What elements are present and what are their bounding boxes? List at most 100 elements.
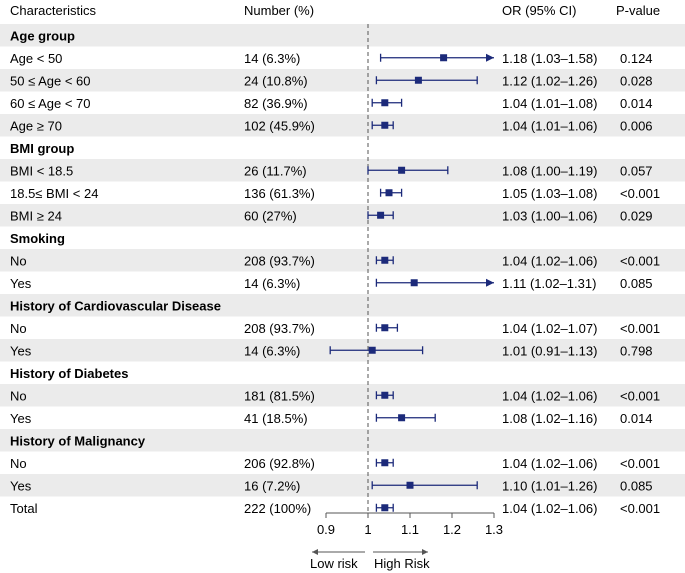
group-label: Age group xyxy=(10,28,75,43)
group-label: History of Diabetes xyxy=(10,366,128,381)
row-number: 26 (11.7%) xyxy=(244,163,307,178)
row-stripe xyxy=(0,384,685,407)
row-number: 206 (92.8%) xyxy=(244,456,315,471)
table-row: Yes 14 (6.3%) 1.11 (1.02–1.31) 0.085 xyxy=(10,276,653,291)
risk-labels: Low risk High Risk xyxy=(310,549,430,571)
header-pvalue: P-value xyxy=(616,3,660,18)
or-point xyxy=(368,346,376,354)
table-row: Yes 14 (6.3%) 1.01 (0.91–1.13) 0.798 xyxy=(10,343,653,358)
table-row: Age ≥ 70 102 (45.9%) 1.04 (1.01–1.06) 0.006 xyxy=(10,118,653,133)
low-risk-label: Low risk xyxy=(310,556,358,571)
high-risk-arrowhead xyxy=(422,549,428,555)
or-point xyxy=(381,391,389,399)
x-axis: 0.9 1 1.1 1.2 1.3 xyxy=(317,512,503,537)
group-label: History of Cardiovascular Disease xyxy=(10,298,221,313)
row-number: 136 (61.3%) xyxy=(244,186,315,201)
table-row: Yes 16 (7.2%) 1.10 (1.01–1.26) 0.085 xyxy=(10,478,653,493)
table-row: BMI ≥ 24 60 (27%) 1.03 (1.00–1.06) 0.029 xyxy=(10,208,653,223)
row-or-ci: 1.04 (1.01–1.06) xyxy=(502,118,597,133)
table-header: Characteristics Number (%) OR (95% CI) P… xyxy=(10,3,660,18)
row-number: 60 (27%) xyxy=(244,208,297,223)
row-stripe xyxy=(0,159,685,182)
or-point xyxy=(381,256,389,264)
table-row: 50 ≤ Age < 60 24 (10.8%) 1.12 (1.02–1.26) 0… xyxy=(10,73,653,88)
row-number: 16 (7.2%) xyxy=(244,478,300,493)
row-label: 18.5≤ BMI < 24 xyxy=(10,186,98,201)
x-tick-label: 1.1 xyxy=(401,522,419,537)
x-tick-label: 1 xyxy=(364,522,371,537)
row-label: 50 ≤ Age < 60 xyxy=(10,73,91,88)
row-number: 24 (10.8%) xyxy=(244,73,308,88)
row-number: 82 (36.9%) xyxy=(244,96,308,111)
or-point xyxy=(381,504,389,512)
row-stripe xyxy=(0,69,685,92)
table-row: 60 ≤ Age < 70 82 (36.9%) 1.04 (1.01–1.08) 0… xyxy=(10,96,653,111)
row-or-ci: 1.04 (1.02–1.06) xyxy=(502,456,597,471)
or-point xyxy=(377,211,385,219)
row-number: 102 (45.9%) xyxy=(244,118,315,133)
row-or-ci: 1.18 (1.03–1.58) xyxy=(502,51,597,66)
or-point xyxy=(406,481,414,489)
or-point xyxy=(398,166,406,174)
row-pvalue: 0.014 xyxy=(620,411,653,426)
row-or-ci: 1.11 (1.02–1.31) xyxy=(502,276,596,291)
row-label: No xyxy=(10,388,27,403)
row-number: 14 (6.3%) xyxy=(244,343,300,358)
or-point xyxy=(381,121,389,129)
row-or-ci: 1.04 (1.01–1.08) xyxy=(502,96,597,111)
or-point xyxy=(414,76,422,84)
group-label: BMI group xyxy=(10,141,74,156)
row-pvalue: 0.014 xyxy=(620,96,653,111)
row-pvalue: <0.001 xyxy=(620,501,660,516)
row-stripe xyxy=(0,114,685,137)
row-label: Yes xyxy=(10,411,32,426)
row-or-ci: 1.01 (0.91–1.13) xyxy=(502,343,597,358)
or-point xyxy=(381,324,389,332)
row-number: 14 (6.3%) xyxy=(244,51,300,66)
row-pvalue: 0.006 xyxy=(620,118,653,133)
row-number: 222 (100%) xyxy=(244,501,311,516)
row-label: 60 ≤ Age < 70 xyxy=(10,96,91,111)
row-label: Age < 50 xyxy=(10,51,62,66)
row-pvalue: 0.124 xyxy=(620,51,653,66)
row-number: 181 (81.5%) xyxy=(244,388,315,403)
row-stripe xyxy=(0,24,685,47)
row-stripe xyxy=(0,294,685,317)
row-or-ci: 1.05 (1.03–1.08) xyxy=(502,186,597,201)
or-point xyxy=(381,99,389,107)
row-or-ci: 1.04 (1.02–1.06) xyxy=(502,253,597,268)
group-label: History of Malignancy xyxy=(10,433,146,448)
ci-arrowhead xyxy=(486,53,494,62)
row-stripe xyxy=(0,474,685,497)
row-label: Yes xyxy=(10,276,32,291)
row-stripe xyxy=(0,249,685,272)
row-or-ci: 1.04 (1.02–1.07) xyxy=(502,321,597,336)
high-risk-label: High Risk xyxy=(374,556,430,571)
row-pvalue: 0.085 xyxy=(620,276,653,291)
header-characteristics: Characteristics xyxy=(10,3,96,18)
row-pvalue: <0.001 xyxy=(620,388,660,403)
row-pvalue: 0.057 xyxy=(620,163,653,178)
or-point xyxy=(381,459,389,467)
row-number: 208 (93.7%) xyxy=(244,253,315,268)
row-stripes xyxy=(0,24,685,497)
row-or-ci: 1.12 (1.02–1.26) xyxy=(502,73,597,88)
row-label: No xyxy=(10,253,27,268)
row-pvalue: <0.001 xyxy=(620,186,660,201)
or-point xyxy=(398,414,406,422)
row-label: No xyxy=(10,456,27,471)
row-or-ci: 1.04 (1.02–1.06) xyxy=(502,501,597,516)
row-label: Yes xyxy=(10,343,32,358)
row-label: Age ≥ 70 xyxy=(10,118,62,133)
row-pvalue: 0.798 xyxy=(620,343,653,358)
table-row: 18.5≤ BMI < 24 136 (61.3%) 1.05 (1.03–1.08… xyxy=(10,186,660,201)
x-tick-label: 1.2 xyxy=(443,522,461,537)
row-or-ci: 1.04 (1.02–1.06) xyxy=(502,388,597,403)
row-pvalue: 0.029 xyxy=(620,208,653,223)
group-label: Smoking xyxy=(10,231,65,246)
header-or: OR (95% CI) xyxy=(502,3,576,18)
row-label: Total xyxy=(10,501,38,516)
header-number: Number (%) xyxy=(244,3,314,18)
row-pvalue: <0.001 xyxy=(620,456,660,471)
